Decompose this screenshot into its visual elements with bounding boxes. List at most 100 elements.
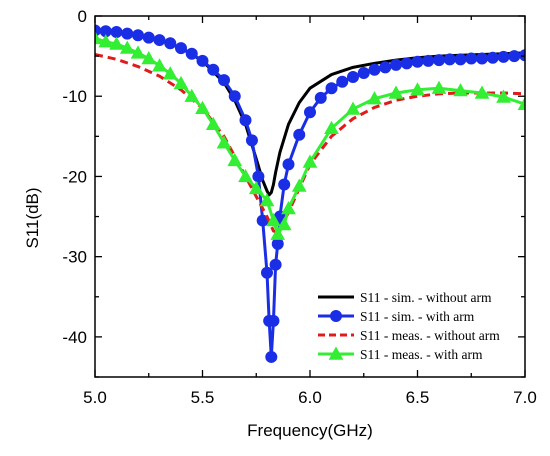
legend-item-2: S11 - sim. - with arm bbox=[318, 309, 475, 324]
circle-marker bbox=[330, 310, 342, 322]
triangle-marker bbox=[98, 34, 114, 48]
circle-marker bbox=[207, 63, 220, 76]
triangle-marker bbox=[496, 89, 511, 103]
triangle-marker bbox=[130, 45, 146, 59]
x-tick-label: 6.5 bbox=[406, 388, 430, 407]
triangle-marker bbox=[328, 346, 344, 360]
circle-marker bbox=[271, 237, 284, 250]
x-tick-label: 5.0 bbox=[83, 388, 107, 407]
circle-marker bbox=[390, 58, 402, 71]
axes-layer: 5.0 5.5 6.0 6.5 7.0 0 -10 -20 -30 -40 bbox=[62, 7, 536, 407]
y-tick-label: -10 bbox=[62, 87, 87, 106]
triangle-marker bbox=[474, 85, 490, 99]
circle-marker bbox=[433, 54, 445, 67]
circle-marker bbox=[132, 29, 144, 42]
circle-marker bbox=[142, 31, 155, 44]
triangle-marker bbox=[431, 80, 447, 94]
triangle-marker bbox=[195, 100, 210, 114]
x-axis-title: Frequency(GHz) bbox=[247, 421, 373, 440]
legend-label: S11 - meas. - without arm bbox=[360, 328, 500, 343]
series-line bbox=[95, 53, 525, 235]
x-tick-label: 6.0 bbox=[298, 388, 322, 407]
circle-marker bbox=[252, 170, 265, 183]
legend-item-3: S11 - meas. - without arm bbox=[318, 328, 500, 343]
triangle-marker bbox=[259, 192, 275, 207]
triangle-marker bbox=[281, 201, 296, 215]
y-tick-label: -20 bbox=[62, 167, 87, 186]
triangle-marker bbox=[453, 83, 468, 97]
circle-marker bbox=[261, 266, 273, 279]
circle-marker bbox=[196, 54, 209, 67]
triangle-marker bbox=[388, 85, 404, 99]
series-layer bbox=[95, 24, 525, 363]
circle-marker bbox=[245, 134, 258, 147]
legend-item-1: S11 - sim. - without arm bbox=[318, 290, 492, 305]
triangle-marker bbox=[205, 116, 221, 130]
circle-marker bbox=[175, 42, 187, 55]
triangle-marker bbox=[119, 40, 135, 54]
triangle-marker bbox=[152, 58, 167, 72]
series-2 bbox=[95, 24, 525, 363]
circle-marker bbox=[269, 258, 282, 271]
legend-label: S11 - meas. - with arm bbox=[360, 347, 483, 362]
y-tick-label: -40 bbox=[62, 328, 87, 347]
circle-marker bbox=[121, 27, 134, 40]
triangle-marker bbox=[410, 82, 425, 96]
triangle-marker bbox=[270, 226, 286, 240]
circle-marker bbox=[265, 350, 278, 363]
triangle-marker bbox=[184, 88, 200, 102]
triangle-marker bbox=[141, 50, 157, 65]
circle-marker bbox=[411, 55, 424, 68]
circle-marker bbox=[486, 51, 499, 64]
circle-marker bbox=[336, 75, 349, 88]
x-tick-label: 7.0 bbox=[513, 388, 537, 407]
triangle-marker bbox=[291, 178, 307, 192]
circle-marker bbox=[379, 61, 392, 74]
circle-marker bbox=[497, 50, 510, 63]
triangle-marker bbox=[276, 217, 292, 231]
triangle-marker bbox=[367, 91, 382, 105]
circle-marker bbox=[228, 90, 241, 103]
circle-marker bbox=[519, 49, 525, 62]
triangle-marker bbox=[266, 213, 281, 227]
triangle-marker bbox=[238, 168, 253, 183]
circle-marker bbox=[314, 91, 327, 104]
circle-marker bbox=[400, 57, 413, 70]
legend: S11 - sim. - without arm S11 - sim. - wit… bbox=[318, 290, 500, 362]
circle-marker bbox=[153, 34, 166, 47]
circle-marker bbox=[357, 66, 370, 79]
circle-marker bbox=[454, 53, 467, 66]
triangle-marker bbox=[95, 30, 103, 45]
triangle-marker bbox=[248, 180, 264, 195]
legend-item-4: S11 - meas. - with arm bbox=[318, 346, 483, 362]
circle-marker bbox=[278, 178, 291, 191]
legend-label: S11 - sim. - without arm bbox=[360, 290, 492, 305]
circle-marker bbox=[304, 106, 316, 119]
triangle-marker bbox=[227, 152, 243, 167]
triangle-marker bbox=[517, 96, 525, 110]
circle-marker bbox=[347, 70, 359, 83]
circle-marker bbox=[465, 52, 478, 65]
y-axis-title: S11(dB) bbox=[23, 187, 42, 248]
y-tick-label: 0 bbox=[78, 7, 87, 26]
circle-marker bbox=[443, 53, 456, 66]
circle-marker bbox=[185, 47, 198, 60]
series-3 bbox=[95, 53, 525, 235]
circle-marker bbox=[293, 128, 306, 141]
triangle-marker bbox=[173, 75, 189, 90]
circle-marker bbox=[476, 52, 488, 65]
circle-marker bbox=[325, 82, 338, 95]
triangle-marker bbox=[216, 135, 232, 149]
circle-marker bbox=[282, 158, 295, 171]
triangle-marker bbox=[345, 101, 361, 115]
x-tick-label: 5.5 bbox=[191, 388, 215, 407]
triangle-marker bbox=[162, 66, 178, 80]
circle-marker bbox=[164, 37, 177, 50]
circle-marker bbox=[218, 74, 230, 87]
circle-marker bbox=[368, 63, 381, 76]
series-line bbox=[95, 28, 525, 359]
circle-marker bbox=[422, 54, 435, 67]
y-tick-label: -30 bbox=[62, 248, 87, 267]
circle-marker bbox=[110, 26, 123, 39]
